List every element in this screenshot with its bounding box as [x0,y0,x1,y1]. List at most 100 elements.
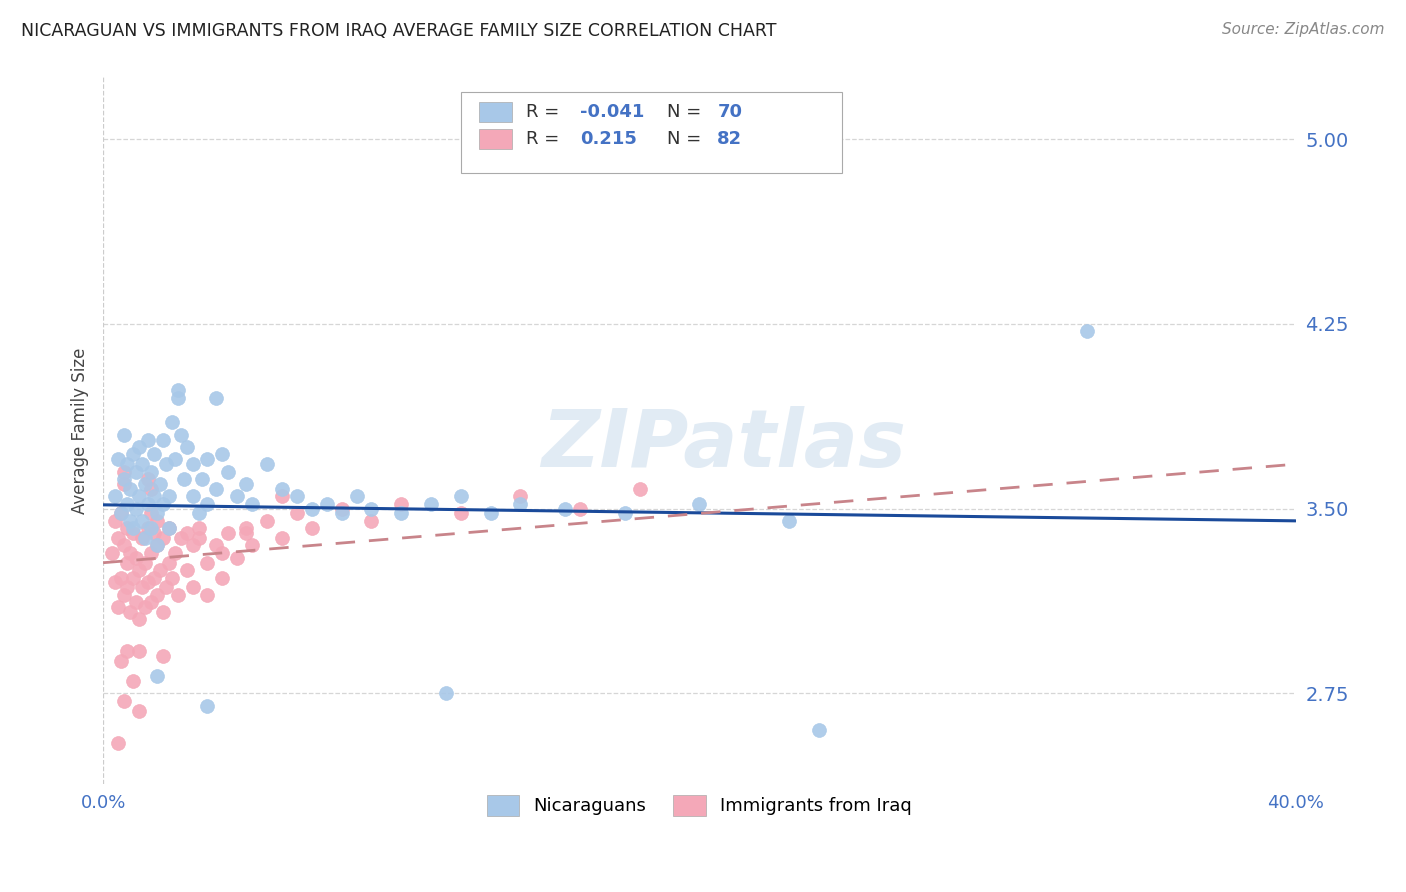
Point [118,482,141,496]
FancyBboxPatch shape [479,103,512,122]
Point [146,539,169,553]
Point [217,526,239,541]
Point [569,501,592,516]
Point [139,507,162,521]
Point [134,600,156,615]
Point [509,489,531,503]
Point [240,539,263,553]
Point [807,723,830,738]
Point [187,521,209,535]
Point [450,489,472,503]
Point [157,521,180,535]
Point [152,649,174,664]
Point [157,489,180,503]
FancyBboxPatch shape [479,129,512,149]
FancyBboxPatch shape [461,92,842,173]
Point [166,391,188,405]
Text: N =: N = [668,130,707,148]
Point [181,580,204,594]
Point [107,600,129,615]
Point [205,539,228,553]
Point [139,595,162,609]
Point [197,588,219,602]
Point [271,482,294,496]
Point [688,497,710,511]
Point [104,575,127,590]
Point [134,531,156,545]
Point [256,514,278,528]
Point [142,447,165,461]
Point [136,472,159,486]
Point [125,550,148,565]
Text: R =: R = [526,103,565,121]
Point [112,476,135,491]
Point [166,588,188,602]
Point [128,644,150,658]
Point [181,457,204,471]
Point [166,384,188,398]
Point [187,507,209,521]
Point [509,497,531,511]
Point [104,489,127,503]
Point [142,570,165,584]
Point [360,514,382,528]
Point [176,440,198,454]
Point [169,531,191,545]
Point [315,497,337,511]
Point [389,507,412,521]
Point [107,531,129,545]
Point [128,440,150,454]
Point [1076,324,1098,338]
Text: 82: 82 [717,130,742,148]
Point [136,497,159,511]
Point [176,563,198,577]
Point [613,507,636,521]
Point [240,497,263,511]
Point [115,457,138,471]
Point [256,457,278,471]
Point [112,588,135,602]
Point [112,539,135,553]
Point [122,521,145,535]
Point [190,472,212,486]
Point [122,526,145,541]
Point [160,415,183,429]
Point [115,580,138,594]
Text: N =: N = [668,103,707,121]
Point [112,427,135,442]
Text: ZIPatlas: ZIPatlas [541,406,905,484]
Point [205,391,228,405]
Point [125,595,148,609]
Point [118,605,141,619]
Point [125,501,148,516]
Point [136,575,159,590]
Point [450,507,472,521]
Point [131,580,153,594]
Point [110,507,132,521]
Point [176,526,198,541]
Point [181,489,204,503]
Point [271,531,294,545]
Point [128,612,150,626]
Text: 0.215: 0.215 [581,130,637,148]
Point [235,521,257,535]
Point [152,433,174,447]
Point [155,457,177,471]
Point [101,546,124,560]
Point [149,563,172,577]
Point [122,673,145,688]
Point [136,521,159,535]
Point [115,497,138,511]
Point [115,644,138,658]
Point [235,526,257,541]
Text: NICARAGUAN VS IMMIGRANTS FROM IRAQ AVERAGE FAMILY SIZE CORRELATION CHART: NICARAGUAN VS IMMIGRANTS FROM IRAQ AVERA… [21,22,776,40]
Point [157,521,180,535]
Legend: Nicaraguans, Immigrants from Iraq: Nicaraguans, Immigrants from Iraq [478,786,921,825]
Point [211,570,233,584]
Point [360,501,382,516]
Point [197,556,219,570]
Point [226,550,249,565]
Point [197,452,219,467]
Point [128,704,150,718]
Point [110,570,132,584]
